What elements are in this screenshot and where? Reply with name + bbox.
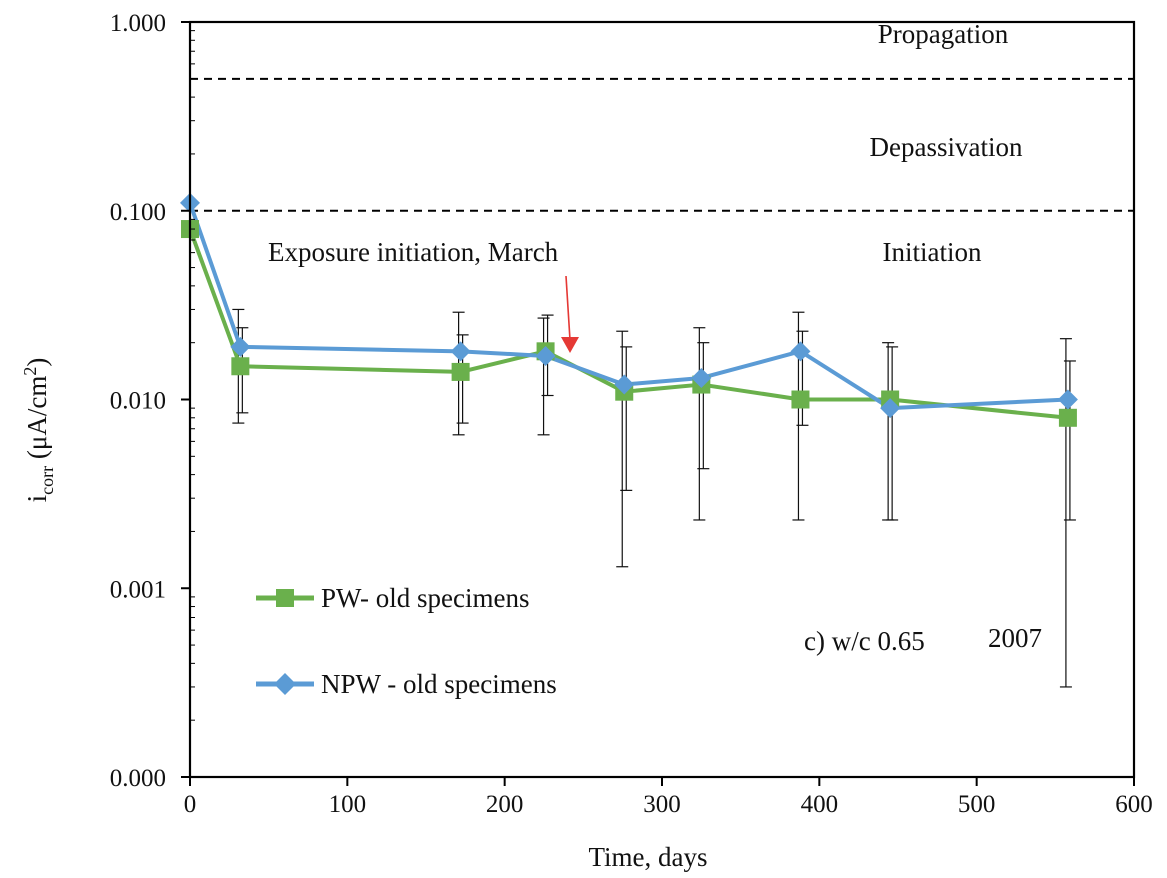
data-point-pw <box>791 390 810 409</box>
data-point-pw <box>451 362 470 381</box>
x-axis-label: Time, days <box>588 842 707 872</box>
region-label-initiation: Initiation <box>883 237 982 267</box>
y-tick-label: 0.100 <box>110 199 166 226</box>
marker-layer <box>180 192 1078 427</box>
x-tick-label: 200 <box>486 791 524 818</box>
exposure-arrow <box>561 275 579 353</box>
data-point-npw <box>614 374 635 395</box>
y-tick-label: 0.010 <box>110 388 166 415</box>
y-tick-label: 0.001 <box>110 576 166 603</box>
legend: PW- old specimens NPW - old specimens <box>256 583 557 699</box>
panel-label: c) w/c 0.65 <box>804 626 925 656</box>
x-tick-label: 600 <box>1115 791 1153 818</box>
y-tick-label: 1.000 <box>110 10 166 37</box>
ticks-layer: 0 100 200 300 400 500 600 0.000 0.001 0.010 0.100 1… <box>110 10 1153 818</box>
region-label-depassivation: Depassivation <box>870 132 1023 162</box>
x-tick-label: 100 <box>329 791 367 818</box>
legend-label-pw: PW- old specimens <box>321 583 529 613</box>
data-point-npw <box>790 341 811 362</box>
legend-label-npw: NPW - old specimens <box>321 669 557 699</box>
data-point-npw <box>230 336 251 357</box>
data-point-npw <box>1057 389 1078 410</box>
y-tick-label: 0.000 <box>110 765 166 792</box>
data-point-npw <box>880 398 901 419</box>
data-point-npw <box>691 367 712 388</box>
data-point-npw <box>535 346 556 367</box>
data-point-npw <box>450 341 471 362</box>
error-bar-layer <box>232 308 1076 688</box>
exposure-annotation: Exposure initiation, March <box>268 237 559 267</box>
threshold-layer <box>190 77 1134 212</box>
y-axis-label: icorr (μA/cm2) <box>20 358 57 503</box>
data-point-pw <box>231 357 250 376</box>
region-label-propagation: Propagation <box>878 19 1009 49</box>
legend-marker-npw <box>274 673 296 695</box>
year-label: 2007 <box>988 623 1042 653</box>
data-point-pw <box>1058 408 1077 427</box>
series-line-npw <box>188 202 1069 411</box>
x-tick-label: 500 <box>958 791 996 818</box>
x-tick-label: 400 <box>801 791 839 818</box>
legend-marker-pw <box>276 589 294 607</box>
x-tick-label: 0 <box>184 791 197 818</box>
x-tick-label: 300 <box>643 791 681 818</box>
